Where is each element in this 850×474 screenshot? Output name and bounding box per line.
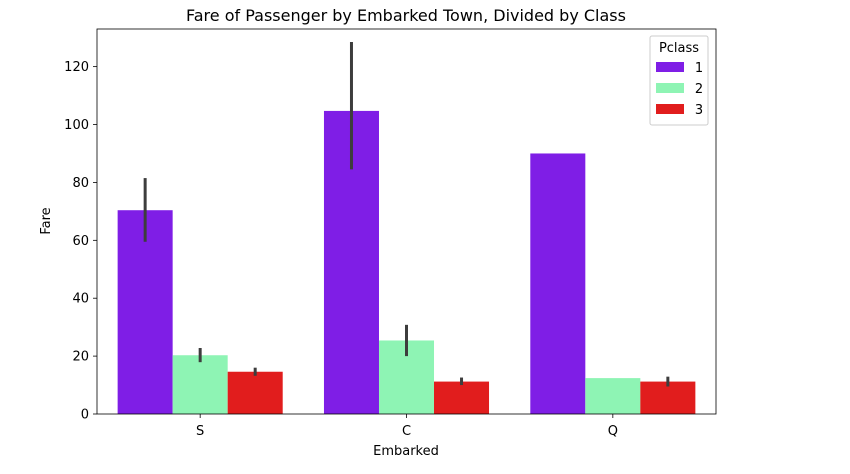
legend-label-class-2: 2 (695, 82, 703, 97)
x-tick-label: S (196, 424, 204, 439)
legend-swatch-class-3 (656, 104, 684, 114)
bar-class-3-C (434, 381, 490, 414)
legend: Pclass 1 2 3 (649, 35, 709, 126)
legend-label-class-3: 3 (695, 103, 703, 118)
y-tick-label: 60 (72, 234, 89, 249)
y-axis-label: Fare (39, 207, 54, 234)
bar-class-1-Q (530, 153, 586, 414)
bar-class-1-S (117, 210, 173, 414)
x-axis-label: Embarked (373, 444, 439, 459)
y-axis: 0 20 40 60 80 100 120 (64, 60, 97, 423)
y-tick-label: 120 (64, 60, 89, 75)
y-tick-label: 40 (72, 292, 89, 307)
x-tick-label: Q (608, 424, 618, 439)
bar-class-2-Q (585, 378, 641, 414)
x-tick-label: C (402, 424, 411, 439)
y-tick-label: 20 (72, 350, 89, 365)
y-tick-label: 80 (72, 176, 89, 191)
bar-class-3-S (227, 371, 283, 414)
legend-label-class-1: 1 (695, 61, 703, 76)
chart-title: Fare of Passenger by Embarked Town, Divi… (186, 6, 626, 25)
legend-swatch-class-2 (656, 83, 684, 93)
y-tick-label: 100 (64, 118, 89, 133)
legend-box (649, 35, 709, 126)
legend-swatch-class-1 (656, 62, 684, 72)
legend-title: Pclass (659, 41, 699, 56)
y-tick-label: 0 (81, 408, 89, 423)
bars-layer (117, 110, 696, 415)
bar-class-3-Q (640, 381, 696, 414)
bar-class-2-S (172, 355, 228, 414)
error-bars-layer (143, 42, 670, 387)
